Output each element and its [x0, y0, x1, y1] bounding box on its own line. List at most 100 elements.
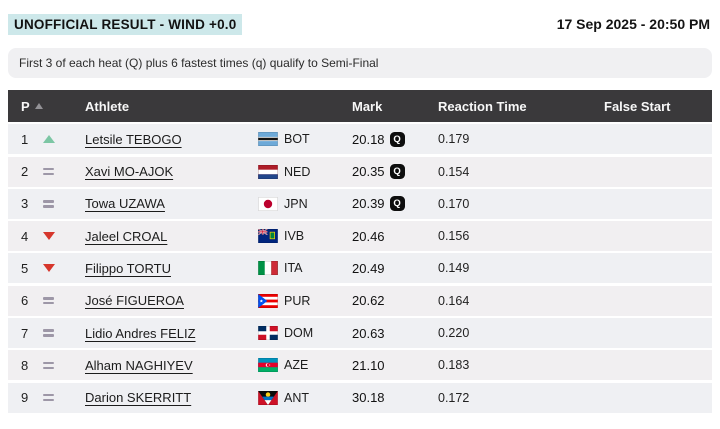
mark-cell: 20.62 — [352, 293, 438, 308]
trend-up-icon — [43, 135, 55, 144]
position-value: 5 — [21, 260, 29, 276]
flag-dom-icon — [258, 326, 278, 341]
position-value: 9 — [21, 390, 29, 406]
country-code: PUR — [284, 293, 311, 308]
athlete-cell: Darion SKERRITT — [85, 390, 258, 405]
results-body: 1 Letsile TEBOGO BOT 20.18 Q 0.179 2 Xav… — [8, 124, 712, 413]
column-header-false-start: False Start — [604, 98, 671, 114]
mark-cell: 30.18 — [352, 390, 438, 405]
reaction-time-value: 0.154 — [438, 164, 470, 179]
reaction-time-value: 0.183 — [438, 358, 470, 373]
athlete-name-link[interactable]: Letsile TEBOGO — [85, 131, 182, 147]
country-cell: PUR — [258, 293, 352, 308]
position-value: 8 — [21, 357, 29, 373]
country-code: AZE — [284, 358, 309, 373]
country-cell: ANT — [258, 390, 352, 405]
country-code: BOT — [284, 132, 310, 147]
athlete-cell: Alham NAGHIYEV — [85, 358, 258, 373]
mark-value: 21.10 — [352, 357, 385, 373]
trend-same-icon — [43, 297, 54, 305]
country-cell: JPN — [258, 196, 352, 211]
athlete-cell: Lidio Andres FELIZ — [85, 326, 258, 341]
trend-same-icon — [43, 361, 54, 370]
table-header-row: P Athlete Mark Reaction Time False Start — [8, 90, 712, 122]
flag-ant-icon — [258, 390, 278, 405]
reaction-time-value: 0.179 — [438, 132, 470, 147]
country-cell: IVB — [258, 229, 352, 244]
mark-value: 20.46 — [352, 228, 385, 244]
athlete-name-link[interactable]: Xavi MO-AJOK — [85, 164, 174, 180]
athlete-cell: Towa UZAWA — [85, 196, 258, 211]
trend-cell — [40, 297, 85, 305]
result-row: 1 Letsile TEBOGO BOT 20.18 Q 0.179 — [8, 124, 712, 155]
top-bar: UNOFFICIAL RESULT - WIND +0.0 17 Sep 202… — [8, 13, 712, 35]
reaction-time-value: 0.170 — [438, 196, 470, 211]
trend-same-icon — [43, 329, 54, 337]
position-value: 6 — [21, 293, 29, 309]
country-code: NED — [284, 164, 311, 179]
position-value: 2 — [21, 164, 29, 180]
result-row: 6 José FIGUEROA PUR 20.62 0.164 — [8, 285, 712, 316]
country-code: ANT — [284, 390, 309, 405]
country-cell: ITA — [258, 261, 352, 276]
qualified-badge: Q — [389, 164, 405, 180]
result-status-badge: UNOFFICIAL RESULT - WIND +0.0 — [8, 13, 243, 35]
mark-value: 20.35 — [352, 164, 385, 180]
mark-value: 20.39 — [352, 196, 385, 212]
country-cell: NED — [258, 164, 352, 179]
trend-down-icon — [43, 264, 55, 273]
result-row: 5 Filippo TORTU ITA 20.49 0.149 — [8, 253, 712, 284]
position-value: 1 — [21, 131, 29, 147]
mark-value: 20.63 — [352, 325, 385, 341]
mark-cell: 21.10 — [352, 358, 438, 373]
column-header-position[interactable]: P — [8, 98, 43, 114]
athlete-name-link[interactable]: José FIGUEROA — [85, 293, 184, 309]
position-value: 4 — [21, 228, 29, 244]
column-header-reaction-time: Reaction Time — [438, 98, 527, 114]
reaction-time-value: 0.164 — [438, 293, 470, 308]
sort-ascending-icon — [34, 103, 43, 109]
mark-cell: 20.63 — [352, 326, 438, 341]
trend-down-icon — [43, 232, 55, 241]
athlete-name-link[interactable]: Darion SKERRITT — [85, 390, 192, 406]
mark-cell: 20.46 — [352, 229, 438, 244]
flag-aze-icon — [258, 358, 278, 373]
athlete-name-link[interactable]: Lidio Andres FELIZ — [85, 325, 196, 341]
result-row: 3 Towa UZAWA JPN 20.39 Q 0.170 — [8, 188, 712, 219]
trend-cell — [40, 329, 85, 337]
athlete-name-link[interactable]: Filippo TORTU — [85, 260, 171, 276]
athlete-name-link[interactable]: Jaleel CROAL — [85, 228, 168, 244]
result-row: 8 Alham NAGHIYEV AZE 21.10 0.183 — [8, 350, 712, 381]
position-header-label: P — [21, 98, 30, 114]
reaction-time-value: 0.172 — [438, 390, 470, 405]
result-row: 2 Xavi MO-AJOK NED 20.35 Q 0.154 — [8, 156, 712, 187]
trend-same-icon — [43, 394, 54, 402]
result-row: 9 Darion SKERRITT ANT 30.18 0.172 — [8, 382, 712, 413]
athlete-name-link[interactable]: Alham NAGHIYEV — [85, 357, 193, 373]
qualification-note: First 3 of each heat (Q) plus 6 fastest … — [8, 48, 712, 78]
event-datetime: 17 Sep 2025 - 20:50 PM — [556, 16, 710, 32]
country-cell: BOT — [258, 132, 352, 147]
athlete-name-link[interactable]: Towa UZAWA — [85, 196, 165, 212]
mark-value: 20.62 — [352, 293, 385, 309]
trend-same-icon — [43, 167, 54, 176]
flag-ned-icon — [258, 164, 278, 179]
athlete-cell: Jaleel CROAL — [85, 229, 258, 244]
country-code: ITA — [284, 261, 303, 276]
reaction-time-value: 0.156 — [438, 229, 470, 244]
column-header-athlete: Athlete — [85, 98, 130, 114]
mark-cell: 20.49 — [352, 261, 438, 276]
mark-value: 20.18 — [352, 131, 385, 147]
athlete-cell: Xavi MO-AJOK — [85, 164, 258, 179]
trend-cell — [40, 361, 85, 370]
mark-cell: 20.35 Q — [352, 164, 438, 180]
result-row: 7 Lidio Andres FELIZ DOM 20.63 0.220 — [8, 318, 712, 349]
qualified-badge: Q — [389, 131, 405, 147]
flag-jpn-icon — [258, 196, 278, 211]
position-value: 3 — [21, 196, 29, 212]
flag-pur-icon — [258, 293, 278, 308]
country-code: IVB — [284, 229, 305, 244]
trend-cell — [40, 200, 85, 208]
mark-cell: 20.39 Q — [352, 196, 438, 212]
flag-ivb-icon — [258, 229, 278, 244]
